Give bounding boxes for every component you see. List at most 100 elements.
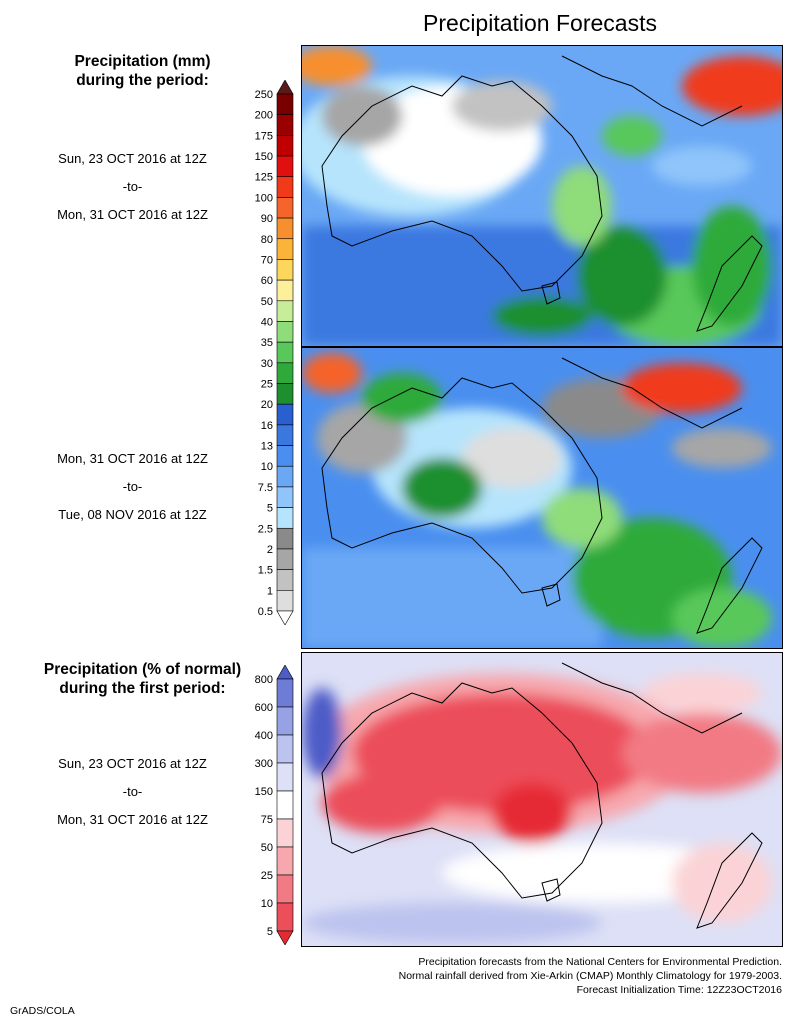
scale-tick-label: 80 [261,234,273,246]
scale-swatch [276,590,294,612]
scale-swatch [276,846,294,876]
percent-heading-line2: during the first period: [59,680,226,697]
scale-swatch [276,403,294,426]
mm-scale-bar: 2502001751501251009080706050403530252016… [255,79,294,626]
period3-dates: Sun, 23 OCT 2016 at 12Z -to- Mon, 31 OCT… [20,757,245,841]
scale-tick-label: 150 [255,786,273,798]
period1-start: Sun, 23 OCT 2016 at 12Z [58,151,207,166]
period1-end: Mon, 31 OCT 2016 at 12Z [57,207,208,222]
scale-tick-label: 16 [261,420,273,432]
scale-tick-label: 40 [261,316,273,328]
period2-sep: -to- [122,479,143,494]
scale-swatch [276,155,294,178]
amount-heading-line2: during the period: [76,72,209,89]
scale-top-arrow [276,664,294,680]
map-panel-period2 [301,347,783,649]
scale-swatch [276,197,294,219]
scale-swatch [276,114,294,136]
period2-dates: Mon, 31 OCT 2016 at 12Z -to- Tue, 08 NOV… [20,452,245,536]
scale-swatch [276,445,294,467]
scale-swatch [276,762,294,792]
scale-tick-label: 600 [255,702,273,714]
scale-tick-label: 30 [261,358,273,370]
scale-tick-label: 0.5 [258,606,273,618]
scale-tick-label: 90 [261,213,273,225]
percent-heading-line1: Precipitation (% of normal) [43,661,242,678]
scale-tick-label: 175 [255,130,273,142]
scale-tick-label: 50 [261,842,273,854]
percent-map [302,653,782,946]
scale-swatch [276,217,294,240]
scale-tick-label: 2 [267,544,273,556]
scale-swatch [276,259,294,281]
scale-swatch [276,507,294,529]
pct-color-scale: 800 600 400 300 150 75 50 25 10 5 [230,664,300,946]
scale-tick-label: 25 [261,870,273,882]
scale-tick-label: 400 [255,730,273,742]
scale-tick-label: 13 [261,441,273,453]
footer-line3: Forecast Initialization Time: 12Z23OCT20… [576,984,782,996]
percent-heading: Precipitation (% of normal) during the f… [10,660,275,698]
scale-tick-label: 300 [255,758,273,770]
scale-tick-label: 125 [255,172,273,184]
scale-tick-label: 1.5 [258,565,273,577]
pct-scale-bar: 800 600 400 300 150 75 50 25 10 5 [255,664,294,946]
scale-tick-label: 7.5 [258,482,273,494]
scale-tick-label: 70 [261,254,273,266]
scale-top-arrow [276,79,294,95]
scale-tick-label: 20 [261,399,273,411]
scale-swatch [276,818,294,848]
scale-swatch [276,527,294,550]
scale-swatch [276,279,294,302]
precip-map-1 [302,46,782,346]
scale-swatch [276,486,294,508]
footer-notes: Precipitation forecasts from the Nationa… [300,955,782,997]
scale-swatch [276,902,294,932]
map-panel-percent [301,652,783,947]
period3-sep: -to- [122,784,143,799]
scale-swatch [276,135,294,157]
scale-tick-label: 50 [261,296,273,308]
scale-bottom-arrow [276,610,294,626]
page-title: Precipitation Forecasts [423,10,657,36]
period3-start: Sun, 23 OCT 2016 at 12Z [58,756,207,771]
scale-swatch [276,790,294,820]
scale-tick-label: 800 [255,674,273,686]
amount-heading-line1: Precipitation (mm) [74,53,211,70]
scale-swatch [276,93,294,115]
period1-sep: -to- [122,179,143,194]
scale-swatch [276,874,294,904]
period1-dates: Sun, 23 OCT 2016 at 12Z -to- Mon, 31 OCT… [20,152,245,236]
scale-tick-label: 10 [261,898,273,910]
scale-tick-label: 25 [261,379,273,391]
scale-swatch [276,176,294,198]
scale-swatch [276,300,294,322]
precip-map-2 [302,348,782,648]
scale-swatch [276,734,294,764]
scale-tick-label: 150 [255,151,273,163]
scale-tick-label: 75 [261,814,273,826]
period2-end: Tue, 08 NOV 2016 at 12Z [58,507,207,522]
mm-color-scale: 250 200 175 150 125 100 90 80 70 60 50 40 35 30 25 20 16… [230,79,300,626]
scale-tick-label: 60 [261,275,273,287]
scale-swatch [276,424,294,446]
scale-bottom-arrow [276,930,294,946]
scale-swatch [276,341,294,364]
scale-swatch [276,362,294,384]
footer-line2: Normal rainfall derived from Xie-Arkin (… [398,970,782,982]
scale-tick-label: 100 [255,192,273,204]
scale-tick-label: 250 [255,89,273,101]
period3-end: Mon, 31 OCT 2016 at 12Z [57,812,208,827]
period2-start: Mon, 31 OCT 2016 at 12Z [57,451,208,466]
scale-tick-label: 200 [255,110,273,122]
grads-credit: GrADS/COLA [10,1005,75,1017]
scale-swatch [276,238,294,260]
scale-tick-label: 5 [267,503,273,515]
scale-swatch [276,706,294,736]
footer-line1: Precipitation forecasts from the Nationa… [418,956,782,968]
scale-swatch [276,569,294,591]
scale-tick-label: 35 [261,337,273,349]
scale-tick-label: 10 [261,461,273,473]
map-panel-period1 [301,45,783,347]
scale-tick-label: 1 [267,585,273,597]
